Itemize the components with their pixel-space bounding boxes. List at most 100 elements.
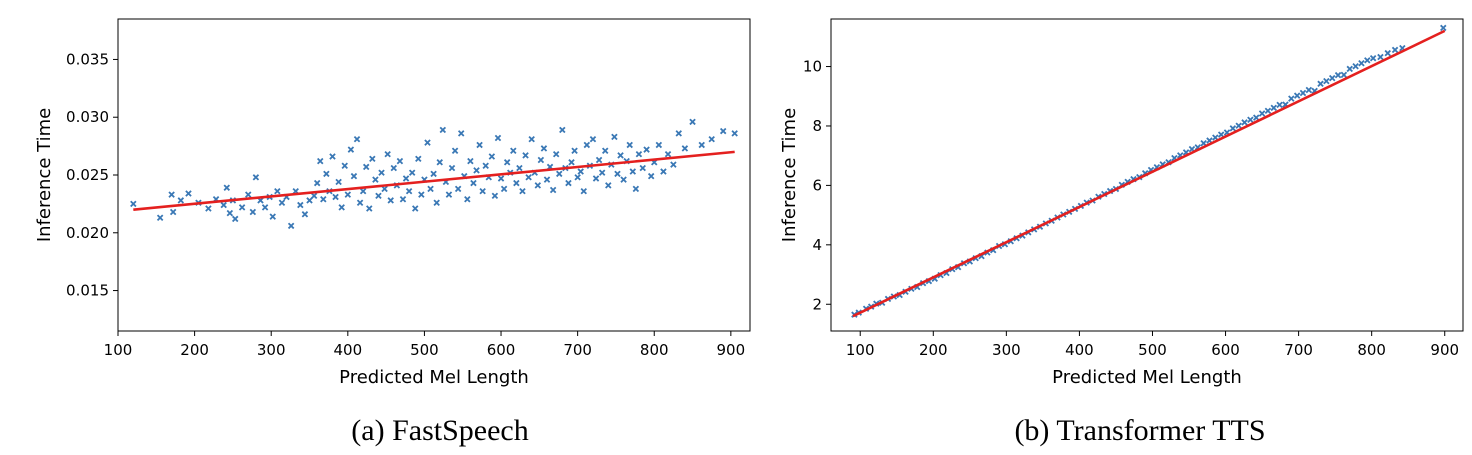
scatter-point [549,186,557,194]
scatter-point [396,157,404,165]
y-tick-label: 4 [812,236,822,254]
scatter-point [552,150,560,158]
x-tick-label: 200 [919,341,948,359]
scatter-point [556,170,563,178]
scatter-point [522,152,529,159]
scatter-point [231,215,239,223]
scatter-point [470,179,477,187]
scatter-point [643,146,650,153]
scatter-point [350,172,358,180]
scatter-point [177,197,185,204]
scatter-point [244,191,252,198]
scatter-point [226,209,234,217]
scatter-point [297,201,304,209]
scatter-point [497,175,505,182]
scatter-point [369,155,376,163]
plot-frame [830,18,1464,332]
scatter-point [571,147,578,154]
x-tick-label: 700 [563,341,592,359]
scatter-point [568,159,575,166]
scatter-point [1358,60,1365,67]
scatter-point [332,193,339,201]
scatter-point [635,150,643,158]
scatter-point [660,168,667,175]
scatter-point [405,187,413,195]
scatter-point [356,199,364,206]
scatter-point [491,192,499,200]
scatter-point [611,133,618,141]
scatter-point [595,156,603,164]
scatter-point [601,147,609,154]
scatter-point [353,135,361,143]
caption-fastspeech: (a) FastSpeech [351,414,529,447]
y-tick-label: 0.025 [66,166,109,184]
scatter-point [629,168,637,175]
scatter-point [408,169,416,176]
scatter-point [464,196,471,203]
x-axis-label: Predicted Mel Length [339,367,529,388]
x-tick-label: 400 [333,341,362,359]
scatter-point [1299,89,1307,97]
y-tick-label: 8 [812,117,822,135]
y-tick-label: 6 [812,176,822,194]
scatter-point [1288,95,1295,102]
y-tick-label: 0.030 [66,108,109,126]
x-tick-label: 600 [1211,341,1240,359]
scatter-point [580,187,588,195]
scatter-point [252,174,260,181]
scatter-point [223,184,231,191]
scatter-point [537,156,545,164]
scatter-point [220,201,227,209]
scatter-point [689,118,696,126]
scatter-point [1229,125,1237,132]
scatter-point [479,187,486,195]
scatter-point [565,179,572,187]
chart-fastspeech: 100 200 300 400 500 600 700 800 900 0.015 0.020 0.0… [34,18,751,388]
scatter-point [313,179,321,187]
scatter-point [510,147,517,154]
scatter-point [513,179,520,187]
scatter-point [457,130,465,137]
scatter-point [605,182,612,189]
scatter-point [433,199,440,206]
scatter-point [454,185,462,193]
scatter-point [614,170,621,178]
scatter-point [278,199,286,206]
scatter-point [439,126,447,134]
scatter-point [525,174,532,181]
scatter-point [494,134,502,142]
scatter-point [341,162,348,169]
scatter-point [1276,101,1283,109]
scatter-point [451,147,459,154]
scatter-point [617,152,624,159]
scatter-point [500,185,508,193]
scatter-point [378,169,385,176]
scatter-point [1317,80,1324,88]
y-axis-label: Inference Time [34,108,55,242]
scatter-point [399,196,407,203]
scatter-point [598,169,606,176]
scatter-point [366,205,373,212]
scatter-point [1247,116,1254,123]
scatter-point [1235,122,1242,129]
scatter-point [436,159,443,166]
scatter-point [362,163,370,171]
scatter-point [205,205,212,212]
scatter-point [1217,131,1225,138]
scatter-point [1391,46,1399,54]
scatter-point [390,164,398,172]
scatter-series [130,118,738,230]
x-tick-label: 400 [1065,341,1094,359]
scatter-point [1340,71,1348,79]
y-tick-label: 2 [812,295,822,313]
scatter-point [427,185,434,193]
scatter-point [1328,74,1336,82]
x-tick-label: 900 [717,341,746,359]
scatter-point [274,187,281,195]
y-tick-label: 0.020 [66,224,109,242]
scatter-point [411,205,419,212]
scatter-point [1334,71,1342,79]
y-axis-label: Inference Time [779,108,800,242]
scatter-point [1305,86,1313,94]
